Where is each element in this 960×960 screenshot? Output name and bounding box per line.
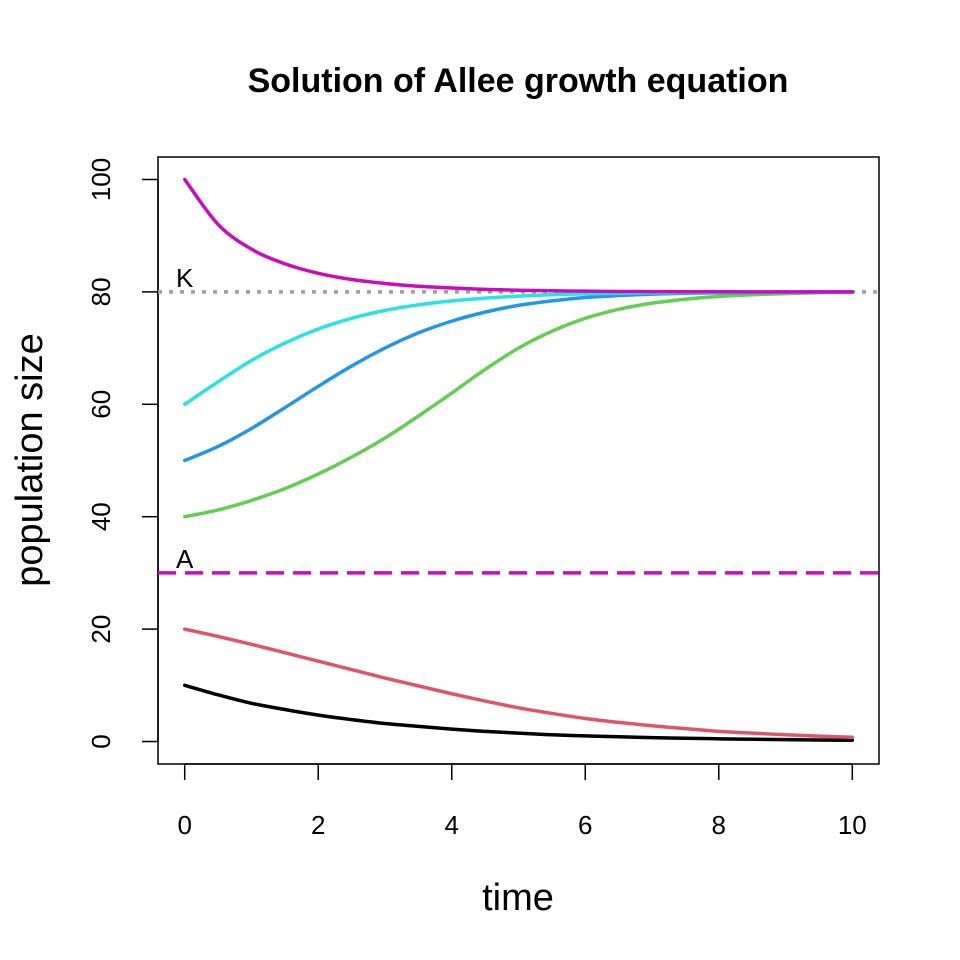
series-line-6: [182, 177, 855, 294]
y-axis: 0 20 40 60 80 100: [86, 158, 159, 749]
x-tick-label: 8: [712, 810, 726, 840]
x-axis-label: time: [482, 877, 554, 919]
x-tick-label: 10: [838, 810, 867, 840]
y-tick-label: 20: [86, 615, 116, 644]
series-line-4: [182, 290, 855, 463]
reference-label-A: A: [176, 544, 194, 574]
x-tick-label: 4: [445, 810, 459, 840]
y-axis-label: population size: [9, 333, 51, 587]
series-group: [182, 177, 855, 743]
chart-title: Solution of Allee growth equation: [248, 62, 789, 100]
y-tick-label: 0: [86, 734, 116, 748]
series-line-3: [182, 290, 855, 519]
y-tick-label: 80: [86, 277, 116, 306]
y-tick-label: 100: [86, 158, 116, 201]
x-tick-label: 6: [578, 810, 592, 840]
y-tick-label: 40: [86, 502, 116, 531]
reference-label-K: K: [176, 263, 194, 293]
series-line-2: [182, 627, 855, 740]
reference-lines: KA: [158, 263, 879, 575]
x-tick-label: 2: [311, 810, 325, 840]
y-tick-label: 60: [86, 390, 116, 419]
x-tick-label: 0: [177, 810, 191, 840]
x-axis: 0 2 4 6 8 10: [177, 763, 867, 840]
plot-frame: [157, 156, 880, 765]
series-line-1: [182, 683, 855, 743]
